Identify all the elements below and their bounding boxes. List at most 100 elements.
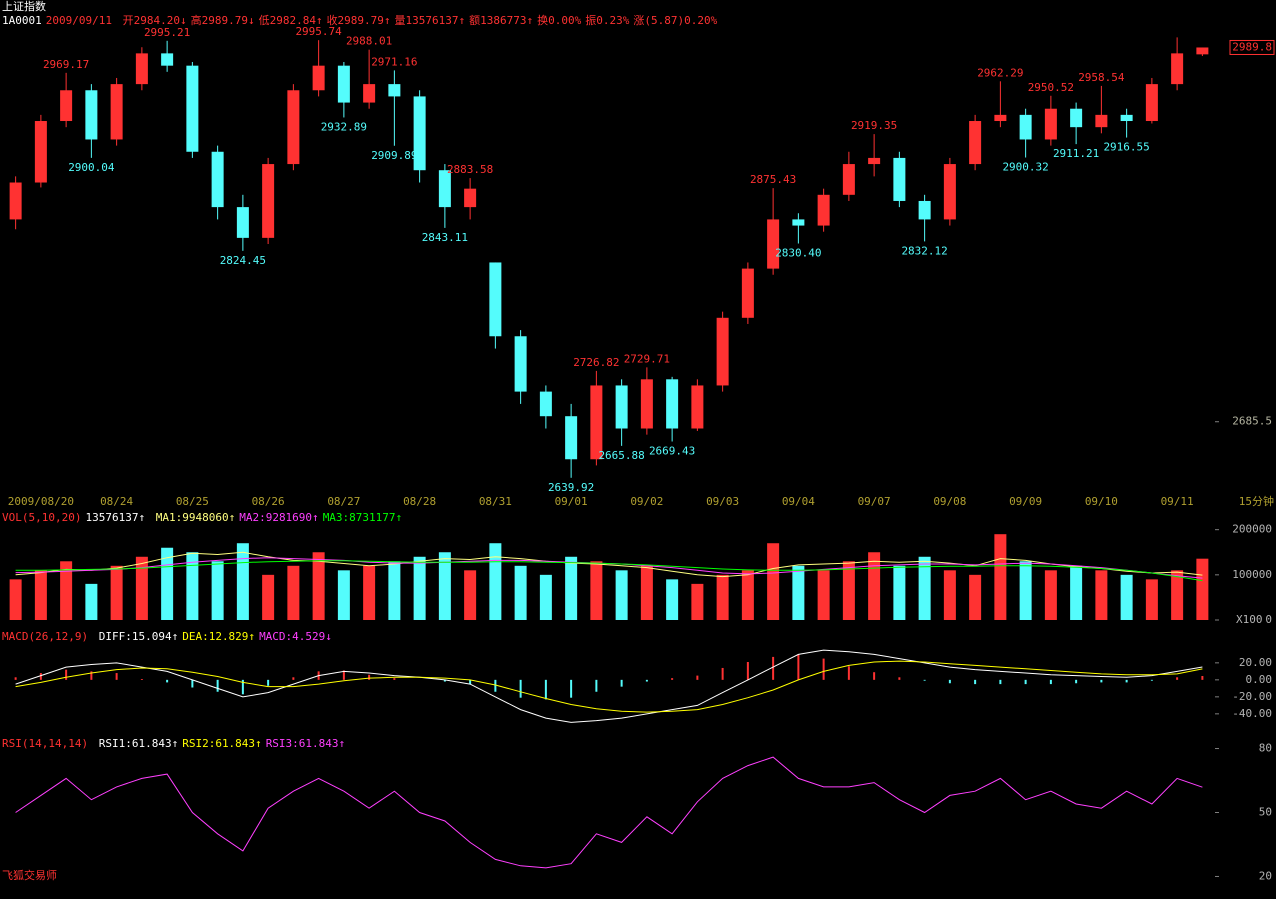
volume-bar xyxy=(994,534,1007,620)
volume-bar xyxy=(34,570,47,620)
low-label: 2824.45 xyxy=(220,254,266,267)
low-label: 2832.12 xyxy=(901,244,947,257)
y-tick-label: -40.00 xyxy=(1232,707,1272,720)
candle-body xyxy=(514,336,527,392)
volume-bar xyxy=(489,543,502,620)
legend-entry: MA3:8731177↑ xyxy=(322,511,403,524)
x-tick-label: 08/28 xyxy=(403,495,436,508)
x-tick-label: 08/27 xyxy=(327,495,360,508)
legend-entry: DIFF:15.094↑ xyxy=(98,630,179,643)
volume-bar xyxy=(817,570,830,620)
candle-body xyxy=(994,114,1007,122)
quote-date: 2009/09/11 xyxy=(45,14,112,27)
volume-bar xyxy=(211,561,224,620)
volume-bar xyxy=(1120,574,1133,620)
candle-body xyxy=(716,317,729,386)
volume-bar xyxy=(1145,579,1158,620)
low-label: 2909.89 xyxy=(371,149,417,162)
volume-bar xyxy=(388,561,401,620)
candle-body xyxy=(85,90,98,140)
candle-body xyxy=(615,385,628,429)
x-tick-label: 08/25 xyxy=(176,495,209,508)
legend-entry: RSI2:61.843↑ xyxy=(182,737,262,750)
candle-body xyxy=(893,157,906,201)
volume-bar xyxy=(60,561,73,620)
x-tick-label: 09/01 xyxy=(555,495,588,508)
last-price-label: 2989.8 xyxy=(1232,40,1272,53)
y-tick-label: -20.00 xyxy=(1232,690,1272,703)
volume-bar xyxy=(1044,570,1057,620)
legend-entry: RSI3:61.843↑ xyxy=(265,737,346,750)
high-label: 2969.17 xyxy=(43,58,89,71)
volume-bar xyxy=(842,561,855,620)
candle-body xyxy=(464,188,477,208)
volume-bar xyxy=(590,561,603,620)
x-tick-label: 2009/08/20 xyxy=(8,495,74,508)
volume-bar xyxy=(186,552,199,620)
macd-title: MACD(26,12,9) xyxy=(2,630,89,643)
volume-bar xyxy=(135,556,148,620)
x-tick-label: 09/04 xyxy=(782,495,815,508)
candle-body xyxy=(1120,114,1133,122)
y-tick-label: 20.00 xyxy=(1239,656,1272,669)
volume-bar xyxy=(262,574,275,620)
candle-body xyxy=(868,157,881,165)
x-tick-label: 08/31 xyxy=(479,495,512,508)
candle-body xyxy=(1044,108,1057,140)
candle-body xyxy=(161,53,174,66)
candle-body xyxy=(590,385,603,460)
low-label: 2843.11 xyxy=(422,231,468,244)
macd-legend: MACD(26,12,9) DIFF:15.094↑ DEA:12.829↑ MAC… xyxy=(2,630,336,643)
volume-bar xyxy=(9,579,22,620)
candle-body xyxy=(388,84,401,97)
rsi-line xyxy=(15,756,1203,869)
volume-bar xyxy=(464,570,477,620)
high-label: 2971.16 xyxy=(371,55,417,68)
candle-body xyxy=(489,262,502,337)
period-label: 15分钟 xyxy=(1239,494,1274,508)
volume-bar xyxy=(943,570,956,620)
volume-bar xyxy=(1171,570,1184,620)
x-tick-label: 09/10 xyxy=(1085,495,1118,508)
volume-bar xyxy=(85,583,98,620)
x-tick-label: 09/03 xyxy=(706,495,739,508)
quote-field: 量13576137↑ xyxy=(394,14,466,27)
macd-line xyxy=(15,660,1203,713)
volume-bar xyxy=(666,579,679,620)
volume-ma-line xyxy=(15,551,1203,578)
candle-body xyxy=(186,65,199,152)
quote-header: 1A0001 2009/09/11 开2984.20↓ 高2989.79↓ 低2982… xyxy=(2,14,721,27)
volume-bar xyxy=(918,556,931,620)
legend-entry: MA1:9948060↑ xyxy=(155,511,236,524)
high-label: 2995.21 xyxy=(144,26,190,39)
y-tick-label: 20 xyxy=(1259,869,1272,882)
volume-bar xyxy=(741,570,754,620)
quote-field: 换0.00% xyxy=(537,14,582,27)
candle-body xyxy=(741,268,754,318)
quote-field: 额1386773↑ xyxy=(469,14,534,27)
high-label: 2988.01 xyxy=(346,35,392,48)
volume-bar xyxy=(539,574,552,620)
high-label: 2919.35 xyxy=(851,119,897,132)
candle-body xyxy=(969,121,982,165)
x-tick-label: 09/09 xyxy=(1009,495,1042,508)
volume-bar xyxy=(792,565,805,620)
candle-body xyxy=(792,219,805,226)
candle-body xyxy=(363,84,376,103)
volume-bar xyxy=(868,552,881,620)
volume-bar xyxy=(161,547,174,620)
x-tick-label: 09/02 xyxy=(630,495,663,508)
y-tick-label: 0 xyxy=(1265,613,1272,626)
high-label: 2950.52 xyxy=(1028,81,1074,94)
footer-brand: 飞狐交易师 xyxy=(2,869,57,882)
volume-bar xyxy=(565,556,578,620)
low-label: 2911.21 xyxy=(1053,147,1099,160)
candle-body xyxy=(438,170,451,208)
legend-entry: RSI1:61.843↑ xyxy=(98,737,179,750)
candle-body xyxy=(943,164,956,220)
candle-body xyxy=(110,84,123,140)
volume-bar xyxy=(691,583,704,620)
quote-field: 高2989.79↓ xyxy=(190,14,255,27)
